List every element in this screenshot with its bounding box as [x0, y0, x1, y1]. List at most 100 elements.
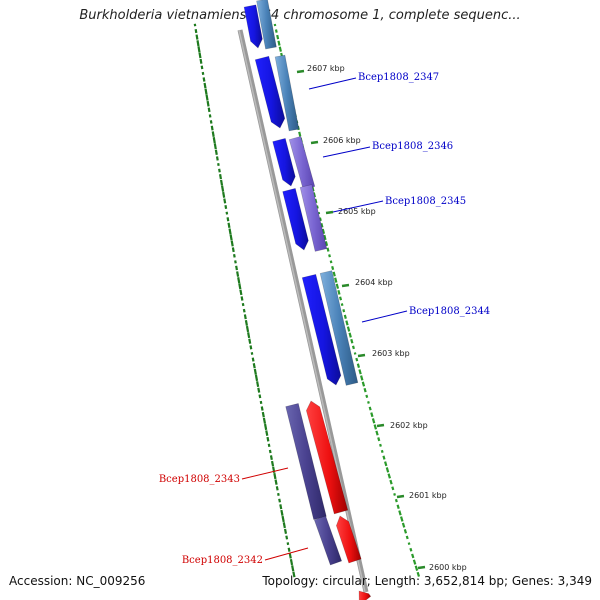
gc-tick — [285, 535, 289, 540]
gene-feature[interactable] — [274, 54, 300, 132]
gc-tick — [380, 449, 384, 454]
gc-tick — [350, 338, 354, 344]
gene-feature[interactable] — [256, 0, 277, 50]
gc-tick — [363, 387, 367, 393]
gene-label[interactable]: Bcep1808_2346 — [372, 141, 453, 152]
cds-feature[interactable] — [306, 400, 349, 515]
gc-tick — [212, 137, 216, 144]
gc-tick — [218, 168, 221, 173]
tick-label: 2607 kbp — [307, 64, 345, 73]
tick-mark — [325, 210, 334, 215]
tick-label: 2602 kbp — [390, 421, 428, 430]
gc-tick — [204, 88, 208, 95]
gene-label[interactable]: Bcep1808_2345 — [385, 196, 466, 207]
gc-tick — [351, 345, 355, 350]
gc-tick — [337, 289, 341, 295]
gene-label[interactable]: Bcep1808_2343 — [159, 474, 240, 485]
cds-feature[interactable] — [243, 4, 263, 49]
gc-tick — [403, 529, 408, 534]
gc-tick — [203, 82, 207, 89]
tick-label: 2606 kbp — [323, 136, 361, 145]
gc-tick — [389, 479, 393, 485]
gc-tick — [275, 486, 279, 491]
position-ticks: 2607 kbp 2606 kbp 2605 kbp 2604 kbp 2603 kbp… — [296, 64, 467, 572]
gc-tick — [197, 46, 201, 53]
gc-tick — [287, 547, 291, 552]
gc-tick — [387, 473, 391, 479]
gc-tick — [228, 228, 232, 235]
gc-tick — [241, 302, 245, 307]
gc-tick — [283, 528, 288, 534]
cds-feature[interactable] — [358, 590, 372, 600]
gc-tick — [339, 296, 343, 301]
gc-tick — [240, 296, 244, 301]
gc-tick — [253, 368, 257, 375]
gc-tick — [377, 437, 381, 442]
gene-labels[interactable]: Bcep1808_2347 Bcep1808_2346 Bcep1808_2345 B… — [159, 72, 490, 566]
gc-tick — [265, 430, 269, 436]
gc-tick — [229, 234, 233, 241]
cds-feature[interactable] — [254, 55, 286, 129]
gc-tick — [324, 241, 329, 247]
gc-tick — [326, 247, 330, 252]
gc-tick — [269, 455, 273, 461]
gc-tick — [278, 498, 281, 503]
cds-feature[interactable] — [272, 137, 296, 187]
gc-tick — [311, 186, 315, 192]
gc-tick — [365, 394, 369, 398]
gc-tick — [256, 381, 260, 388]
cds-feature[interactable] — [336, 515, 362, 564]
tick-mark — [376, 423, 385, 428]
gc-tick — [200, 65, 204, 70]
gene-feature[interactable] — [319, 270, 359, 386]
gc-tick — [230, 240, 234, 247]
gc-tick — [273, 472, 277, 480]
gc-tick — [267, 443, 271, 448]
gc-tick — [318, 217, 322, 222]
cds-feature[interactable] — [282, 188, 309, 251]
gc-tick — [202, 77, 206, 82]
gc-tick — [320, 222, 324, 228]
gene-label[interactable]: Bcep1808_2342 — [182, 555, 263, 566]
gc-tick — [315, 205, 319, 209]
gc-tick — [274, 479, 278, 485]
gene-label[interactable]: Bcep1808_2344 — [409, 306, 490, 317]
gene-feature[interactable] — [288, 136, 316, 190]
gc-tick — [235, 265, 239, 271]
gene-feature[interactable] — [299, 184, 328, 252]
tick-mark — [310, 140, 319, 145]
gc-tick — [291, 565, 295, 572]
gene-features[interactable] — [243, 0, 372, 600]
gc-tick — [251, 357, 255, 362]
gc-tick — [361, 381, 366, 387]
cds-feature[interactable] — [301, 273, 342, 386]
gc-tick — [210, 125, 214, 131]
gc-tick — [321, 228, 326, 235]
gc-tick — [317, 211, 321, 215]
gc-tick — [208, 114, 212, 118]
gc-tick — [232, 253, 236, 258]
gene-label-leader — [332, 200, 384, 213]
gene-feature[interactable] — [285, 403, 327, 520]
gc-tick — [194, 28, 198, 34]
gene-label[interactable]: Bcep1808_2347 — [358, 72, 439, 83]
gc-tick — [276, 34, 280, 40]
gene-feature[interactable] — [313, 515, 343, 566]
gc-tick — [329, 260, 333, 264]
gc-tick — [248, 338, 252, 344]
gc-tick — [268, 449, 272, 454]
gc-tick — [358, 369, 362, 375]
gc-tick — [227, 222, 231, 229]
topology-summary: Topology: circular; Length: 3,652,814 bp… — [262, 574, 592, 588]
gc-tick — [236, 271, 240, 277]
gc-tick — [249, 345, 253, 350]
gc-tick — [254, 374, 259, 382]
gc-tick — [195, 34, 199, 40]
tick-label: 2603 kbp — [372, 349, 410, 358]
gc-tick — [223, 198, 227, 204]
gc-tick — [263, 423, 268, 431]
gc-tick — [282, 522, 286, 529]
tick-mark — [341, 283, 350, 288]
gc-tick — [280, 509, 284, 516]
